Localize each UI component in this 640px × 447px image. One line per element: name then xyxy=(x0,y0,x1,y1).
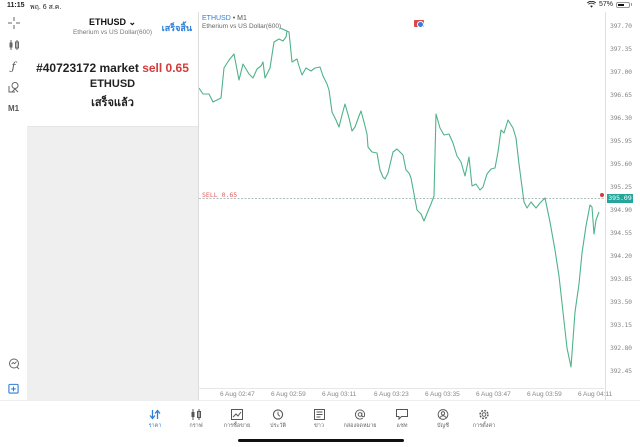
status-indicators: 57% xyxy=(586,1,632,8)
quotes-arrows-icon xyxy=(149,409,161,420)
settings-gear-icon xyxy=(479,409,489,420)
crosshair-button[interactable] xyxy=(0,17,27,29)
battery-percent: 57% xyxy=(598,1,613,8)
one-click-trading-icon[interactable] xyxy=(414,20,424,28)
timeframe-label: M1 xyxy=(7,104,20,113)
order-result-panel: ETHUSD ⌄ Etherium vs US Dollar(600) เสร็… xyxy=(27,12,198,127)
status-time: 11:15 xyxy=(7,2,25,9)
chart-symbol-label: ETHUSD • M1 xyxy=(202,15,247,22)
status-bar: 11:15 พฤ. 6 ส.ค. 57% xyxy=(0,0,640,12)
sell-line-label: SELL 0.65 xyxy=(202,191,238,199)
tab-settings[interactable]: การตั้งค่า xyxy=(464,409,504,430)
chart-type-button[interactable] xyxy=(0,39,27,51)
tab-account[interactable]: บัญชี xyxy=(423,409,463,430)
left-toolbar: ƒ M1 xyxy=(0,12,27,400)
home-indicator[interactable] xyxy=(238,439,404,442)
done-button[interactable]: เสร็จสิ้น xyxy=(161,23,192,33)
battery-icon xyxy=(616,1,630,8)
indicators-button[interactable]: ƒ xyxy=(0,60,27,73)
price-line xyxy=(199,27,600,368)
tab-quotes[interactable]: ราคา xyxy=(135,409,175,430)
chart-description: Etherium vs US Dollar(600) xyxy=(202,23,282,30)
add-order-icon xyxy=(8,383,19,394)
tab-history[interactable]: ประวัติ xyxy=(258,409,298,430)
history-clock-icon xyxy=(272,409,284,420)
at-mail-icon xyxy=(354,409,366,420)
chat-icon xyxy=(396,409,408,420)
price-chart[interactable]: ETHUSD • M1 Etherium vs US Dollar(600) S… xyxy=(198,12,640,400)
price-axis[interactable]: 397.70 397.35 397.00 396.65 396.30 395.9… xyxy=(605,12,640,400)
objects-button[interactable] xyxy=(0,81,27,93)
wifi-icon xyxy=(586,1,596,8)
tab-chat[interactable]: แชท xyxy=(382,409,422,430)
tab-chart[interactable]: กราฟ xyxy=(176,409,216,430)
status-date: พฤ. 6 ส.ค. xyxy=(30,4,62,11)
price-line-plot xyxy=(199,27,605,368)
time-axis[interactable]: 6 Aug 02:47 6 Aug 02:59 6 Aug 03:11 6 Au… xyxy=(198,388,612,400)
position-marker xyxy=(600,193,604,197)
candlestick-icon xyxy=(9,40,19,50)
new-order-button[interactable] xyxy=(0,383,27,394)
account-icon xyxy=(437,409,449,420)
order-result-status: เสร็จแล้ว xyxy=(91,97,134,109)
candlestick-icon xyxy=(191,409,201,420)
function-icon: ƒ xyxy=(11,60,16,73)
panel-empty-area xyxy=(27,127,198,400)
timeframe-button[interactable]: M1 xyxy=(0,104,27,113)
tab-trade[interactable]: การซื้อขาย xyxy=(217,409,257,430)
shapes-icon xyxy=(8,82,18,93)
chat-button[interactable] xyxy=(0,358,27,370)
tab-news[interactable]: ข่าว xyxy=(299,409,339,430)
chevron-down-icon: ⌄ xyxy=(128,17,137,27)
news-icon xyxy=(313,409,325,420)
crosshair-icon xyxy=(7,17,20,29)
order-result-text: #40723172 market sell 0.65 xyxy=(36,61,189,75)
symbol-selector[interactable]: ETHUSD ⌄ xyxy=(88,17,137,27)
chat-bubble-icon xyxy=(8,358,19,370)
tab-mailbox[interactable]: กล่องจดหมาย xyxy=(340,409,380,430)
symbol-description: Etherium vs US Dollar(600) xyxy=(72,29,153,36)
order-result-symbol: ETHUSD xyxy=(89,78,136,90)
current-price-label: 395.09 xyxy=(607,194,633,203)
order-side: sell 0.65 xyxy=(142,61,189,75)
trade-chart-icon xyxy=(231,409,243,420)
